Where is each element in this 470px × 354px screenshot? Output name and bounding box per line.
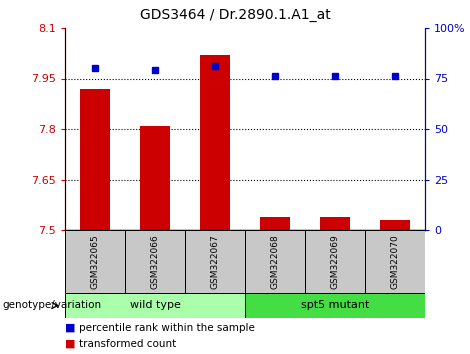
Text: spt5 mutant: spt5 mutant — [301, 301, 369, 310]
Text: GSM322070: GSM322070 — [391, 234, 400, 289]
Bar — [125, 230, 185, 293]
Text: ■: ■ — [65, 323, 76, 333]
Bar — [200, 55, 230, 230]
Bar — [140, 126, 170, 230]
Text: GSM322069: GSM322069 — [330, 234, 339, 289]
Bar — [245, 230, 305, 293]
Text: GSM322067: GSM322067 — [211, 234, 219, 289]
Text: percentile rank within the sample: percentile rank within the sample — [79, 323, 255, 333]
Text: transformed count: transformed count — [79, 339, 176, 349]
Text: GSM322066: GSM322066 — [150, 234, 159, 289]
Bar — [365, 230, 425, 293]
Bar — [65, 293, 245, 318]
Text: GSM322068: GSM322068 — [271, 234, 280, 289]
Bar — [80, 88, 110, 230]
Bar — [260, 217, 290, 230]
Bar — [320, 217, 350, 230]
Bar — [65, 230, 125, 293]
Text: wild type: wild type — [130, 301, 180, 310]
Text: GSM322065: GSM322065 — [91, 234, 100, 289]
Text: genotype/variation: genotype/variation — [2, 301, 101, 310]
Bar — [185, 230, 245, 293]
Text: GDS3464 / Dr.2890.1.A1_at: GDS3464 / Dr.2890.1.A1_at — [140, 8, 330, 22]
Bar — [245, 293, 425, 318]
Bar — [380, 220, 410, 230]
Text: ■: ■ — [65, 339, 76, 349]
Bar — [305, 230, 365, 293]
